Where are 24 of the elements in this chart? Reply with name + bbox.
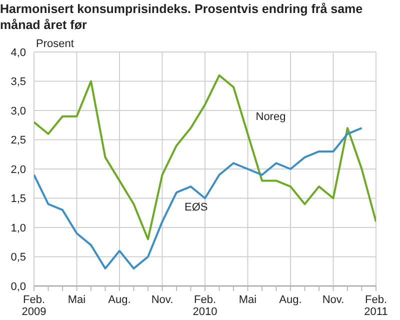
x-tick-label: Aug. — [108, 294, 131, 306]
x-tick-label: Feb. 2009 — [22, 294, 46, 318]
y-tick-label: 3,5 — [10, 76, 26, 88]
y-tick-label: 1,5 — [10, 193, 26, 206]
y-axis-title: Prosent — [36, 38, 74, 50]
y-tick-label: 0,5 — [10, 252, 26, 264]
y-tick-label: 4,0 — [10, 46, 26, 59]
series-label: EØS — [184, 201, 208, 214]
line-series — [34, 127, 363, 270]
series-label: Noreg — [256, 110, 286, 123]
chart-title: Harmonisert konsumprisindeks. Prosentvis endring frå same månad året før — [0, 1, 364, 33]
x-tick-label: Aug. — [279, 294, 302, 306]
y-tick-label: 1,0 — [10, 222, 26, 234]
x-tick-label: Nov. — [322, 294, 344, 306]
x-tick-label: Mai — [238, 294, 257, 306]
y-tick-label: 0,0 — [10, 280, 26, 293]
x-tick-label: Feb. 2011 — [364, 294, 388, 318]
y-tick-label: 2,5 — [10, 134, 26, 147]
x-tick-label: Feb. 2010 — [192, 294, 218, 318]
y-tick-label: 3,0 — [10, 105, 26, 118]
x-tick-label: Mai — [68, 294, 86, 306]
y-tick-label: 2,0 — [10, 164, 26, 176]
line-series — [34, 74, 376, 240]
x-tick-label: Nov. — [151, 294, 174, 306]
